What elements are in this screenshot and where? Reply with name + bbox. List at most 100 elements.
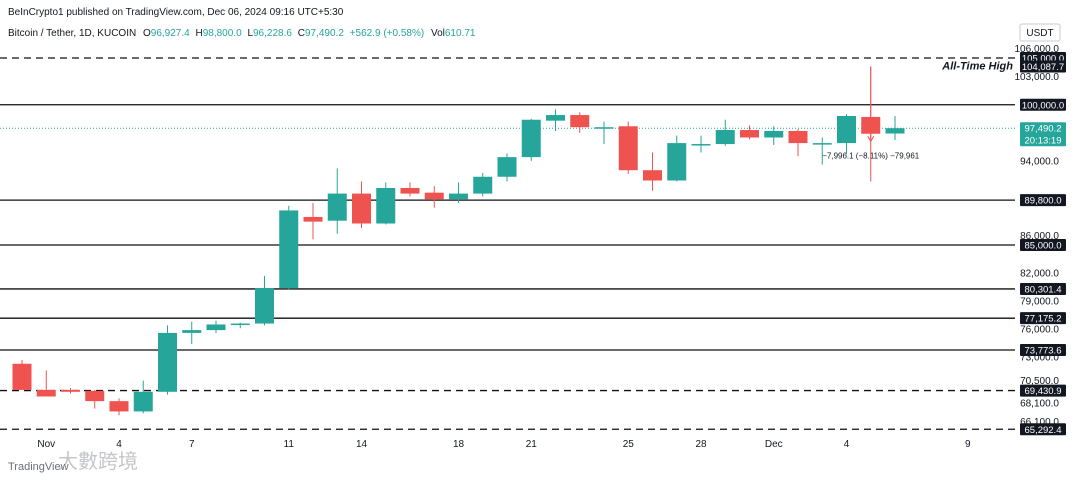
candle-body bbox=[327, 193, 347, 221]
candle-body bbox=[206, 324, 226, 331]
y-tick-label: 86,000.0 bbox=[1020, 231, 1059, 242]
published-line: BeInCrypto1 published on TradingView.com… bbox=[8, 7, 344, 18]
volume-value: 610.71 bbox=[445, 28, 476, 39]
candle-body bbox=[85, 390, 105, 402]
candle-body bbox=[715, 130, 735, 145]
candle-body bbox=[230, 323, 250, 326]
candle-body bbox=[400, 187, 420, 194]
x-tick-label: 28 bbox=[695, 439, 707, 450]
candle-body bbox=[133, 391, 153, 412]
candle-body bbox=[449, 193, 468, 200]
candle-body bbox=[667, 143, 687, 181]
level-badge bbox=[1020, 98, 1066, 111]
change-value: +562.9 (+0.58%) bbox=[350, 28, 425, 39]
level-badge bbox=[1020, 239, 1066, 252]
candle-body bbox=[12, 363, 32, 390]
candle-body bbox=[643, 170, 662, 181]
x-tick-label: Dec bbox=[765, 439, 783, 450]
measure-label: −7,996.1 (−8.11%) −79,961 bbox=[822, 151, 920, 160]
candle-body bbox=[764, 130, 784, 138]
level-badge bbox=[1020, 194, 1066, 207]
last-price-badge bbox=[1020, 122, 1066, 147]
level-badge bbox=[1020, 282, 1066, 295]
level-badge-label: 89,800.0 bbox=[1025, 196, 1062, 207]
candle-body bbox=[546, 115, 565, 121]
volume-label: Vol bbox=[431, 28, 445, 39]
x-tick-label: 9 bbox=[965, 439, 971, 450]
level-badge-label: 77,175.2 bbox=[1025, 314, 1062, 325]
open-value: 96,927.4 bbox=[151, 28, 190, 39]
close-value: 97,490.2 bbox=[305, 28, 344, 39]
x-tick-label: 11 bbox=[284, 439, 295, 450]
candle-body bbox=[279, 210, 299, 289]
x-tick-label: 14 bbox=[356, 439, 368, 450]
x-tick-label: 21 bbox=[526, 439, 538, 450]
candle-body bbox=[812, 143, 832, 145]
level-badge-label: 85,000.0 bbox=[1025, 241, 1062, 252]
level-badge bbox=[1020, 384, 1066, 397]
ath-badge bbox=[1020, 60, 1066, 73]
candle-body bbox=[303, 216, 323, 222]
candle-body bbox=[594, 127, 614, 129]
ath-badge-label: 104,087.7 bbox=[1022, 62, 1064, 73]
candle-body bbox=[570, 115, 590, 128]
y-tick-label: 70,500.0 bbox=[1020, 376, 1059, 387]
all-time-high-annotation: All-Time High bbox=[941, 61, 1013, 73]
candle-body bbox=[352, 193, 371, 224]
candle-body bbox=[424, 192, 444, 200]
low-value: 96,228.6 bbox=[253, 28, 292, 39]
level-badge-label: 80,301.4 bbox=[1025, 284, 1062, 295]
low-label: L bbox=[247, 28, 253, 39]
x-tick-label: 7 bbox=[189, 439, 195, 450]
level-badge bbox=[1020, 312, 1066, 325]
measure-arrow-head bbox=[867, 136, 875, 143]
tradingview-logo: TradingView bbox=[8, 461, 69, 473]
candle-body bbox=[618, 126, 638, 171]
x-tick-label: Nov bbox=[37, 439, 55, 450]
y-tick-label: 82,000.0 bbox=[1020, 269, 1059, 280]
candle-body bbox=[740, 130, 759, 138]
level-badge bbox=[1020, 423, 1066, 436]
currency-label: USDT bbox=[1026, 28, 1053, 39]
candle-body bbox=[885, 128, 905, 134]
symbol-label: Bitcoin / Tether, 1D, KUCOIN bbox=[8, 28, 136, 39]
ohlc-legend: Bitcoin / Tether, 1D, KUCOIN O96,927.4 H… bbox=[8, 28, 476, 39]
watermark-overlay: 大數跨境 bbox=[58, 450, 138, 473]
open-label: O bbox=[143, 28, 151, 39]
y-tick-label: 103,000.0 bbox=[1015, 72, 1060, 83]
level-badge-label: 65,292.4 bbox=[1025, 425, 1062, 436]
time-axis: Nov 4 7 11 14 18 21 25 28 Dec 4 9 bbox=[37, 439, 971, 450]
high-label: H bbox=[195, 28, 202, 39]
x-tick-label: 4 bbox=[844, 439, 850, 450]
high-value: 98,800.0 bbox=[203, 28, 242, 39]
candle-body bbox=[497, 157, 517, 177]
y-tick-label: 79,000.0 bbox=[1020, 297, 1059, 308]
candle-body bbox=[36, 389, 56, 397]
y-tick-label: 76,000.0 bbox=[1020, 325, 1059, 336]
countdown-label: 20:13:19 bbox=[1025, 136, 1062, 147]
y-tick-label: 73,000.0 bbox=[1020, 353, 1059, 364]
overlay-layer: All-Time High −7,996.1 (−8.11%) −79,961 bbox=[822, 61, 1013, 161]
x-tick-label: 25 bbox=[623, 439, 635, 450]
candle-body bbox=[61, 389, 80, 392]
price-axis: 106,000.0 103,000.0 94,000.0 86,000.0 82,000… bbox=[1015, 44, 1066, 436]
candle-body bbox=[255, 288, 274, 324]
x-tick-label: 4 bbox=[116, 439, 122, 450]
close-label: C bbox=[298, 28, 305, 39]
y-tick-label: 66,100.0 bbox=[1020, 417, 1059, 428]
y-tick-label: 94,000.0 bbox=[1020, 156, 1059, 167]
last-price-label: 97,490.2 bbox=[1025, 124, 1062, 135]
candle-body bbox=[376, 187, 396, 224]
candle-body bbox=[158, 332, 177, 392]
currency-selector[interactable] bbox=[1019, 23, 1061, 42]
y-tick-label: 68,100.0 bbox=[1020, 399, 1059, 410]
candle-body bbox=[837, 115, 856, 144]
y-tick-label: 106,000.0 bbox=[1015, 44, 1060, 55]
level-badge-label: 100,000.0 bbox=[1022, 100, 1064, 111]
candle-body bbox=[182, 330, 202, 333]
level-badge-label: 69,430.9 bbox=[1025, 386, 1062, 397]
candle-body bbox=[521, 119, 541, 158]
level-badge-label: 73,773.6 bbox=[1025, 345, 1062, 356]
